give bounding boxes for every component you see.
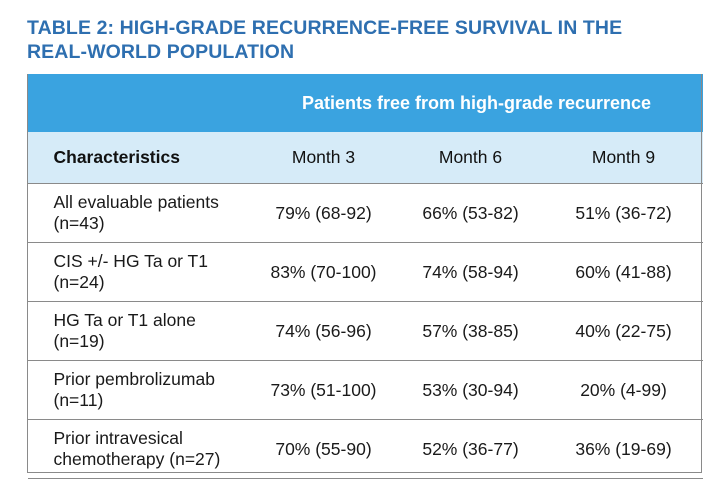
row-label-line-2: (n=43) [53,213,105,233]
table-row: HG Ta or T1 alone (n=19) 74% (56-96) 57%… [27,301,703,361]
group-header-row: Patients free from high-grade recurrence [27,74,703,132]
table-title-line-1: TABLE 2: HIGH-GRADE RECURRENCE-FREE SURV… [27,17,623,39]
cell-month-6: 66% (53-82) [396,183,545,243]
row-label-line-1: Prior pembrolizumab [53,369,215,389]
column-header-month-3: Month 3 [250,131,397,184]
column-header-characteristics: Characteristics [27,131,251,184]
cell-month-3: 74% (56-96) [250,301,397,361]
row-label-line-1: Prior intravesical [53,428,183,448]
survival-table: Patients free from high-grade recurrence… [27,74,703,479]
group-header: Patients free from high-grade recurrence [250,74,703,132]
cell-month-9: 20% (4-99) [544,360,703,420]
row-label-line-2: (n=11) [53,390,104,410]
row-label: Prior pembrolizumab (n=11) [27,360,251,420]
row-label-line-2: (n=19) [53,331,105,351]
cell-month-9: 40% (22-75) [544,301,703,361]
table-row: Prior intravesical chemotherapy (n=27) 7… [27,419,703,479]
row-label-line-1: All evaluable patients [53,192,219,212]
row-label-line-2: (n=24) [53,272,105,292]
column-header-month-6: Month 6 [396,131,545,184]
cell-month-6: 52% (36-77) [396,419,545,479]
row-label-line-1: HG Ta or T1 alone [53,310,196,330]
table-row: All evaluable patients (n=43) 79% (68-92… [27,183,703,243]
table-title: TABLE 2: HIGH-GRADE RECURRENCE-FREE SURV… [27,16,697,64]
cell-month-3: 83% (70-100) [250,242,397,302]
column-header-month-9: Month 9 [544,131,703,184]
table-row: Prior pembrolizumab (n=11) 73% (51-100) … [27,360,703,420]
cell-month-6: 53% (30-94) [396,360,545,420]
row-label-line-2: chemotherapy (n=27) [53,449,221,469]
row-label: All evaluable patients (n=43) [27,183,251,243]
cell-month-9: 51% (36-72) [544,183,703,243]
cell-month-9: 36% (19-69) [544,419,703,479]
row-label: HG Ta or T1 alone (n=19) [27,301,251,361]
row-label: CIS +/- HG Ta or T1 (n=24) [27,242,251,302]
row-label-line-1: CIS +/- HG Ta or T1 [53,251,208,271]
cell-month-6: 57% (38-85) [396,301,545,361]
row-label: Prior intravesical chemotherapy (n=27) [27,419,251,479]
cell-month-3: 73% (51-100) [250,360,397,420]
cell-month-3: 79% (68-92) [250,183,397,243]
cell-month-6: 74% (58-94) [396,242,545,302]
cell-month-9: 60% (41-88) [544,242,703,302]
cell-month-3: 70% (55-90) [250,419,397,479]
column-header-row: Characteristics Month 3 Month 6 Month 9 [27,131,703,184]
table-title-line-2: REAL-WORLD POPULATION [27,41,295,63]
table-row: CIS +/- HG Ta or T1 (n=24) 83% (70-100) … [27,242,703,302]
group-header-empty-cell [27,74,251,132]
